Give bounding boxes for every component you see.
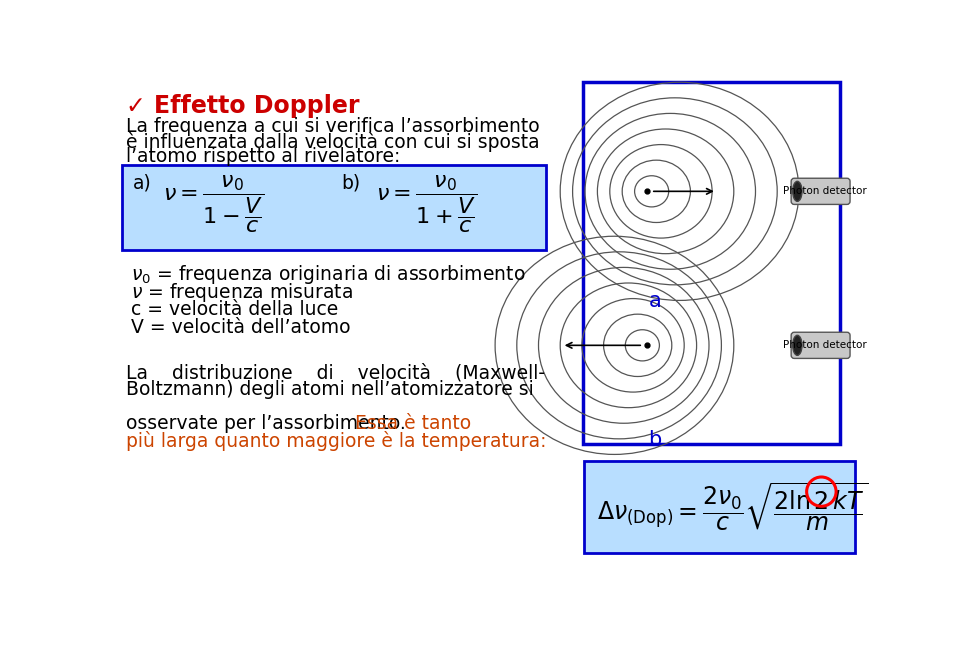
FancyBboxPatch shape	[583, 82, 840, 444]
Text: $\nu_0$ = frequenza originaria di assorbimento: $\nu_0$ = frequenza originaria di assorb…	[131, 263, 525, 286]
Text: l’atomo rispetto al rivelatore:: l’atomo rispetto al rivelatore:	[126, 147, 400, 167]
Text: V = velocità dell’atomo: V = velocità dell’atomo	[131, 318, 350, 337]
Text: più larga quanto maggiore è la temperatura:: più larga quanto maggiore è la temperatu…	[126, 431, 546, 451]
Text: c = velocità della luce: c = velocità della luce	[131, 300, 338, 319]
Ellipse shape	[793, 335, 802, 355]
Text: $\nu = \dfrac{\nu_0}{1 - \dfrac{V}{c}}$: $\nu = \dfrac{\nu_0}{1 - \dfrac{V}{c}}$	[162, 173, 264, 235]
Text: b): b)	[341, 173, 360, 193]
Text: La    distribuzione    di    velocità    (Maxwell-: La distribuzione di velocità (Maxwell-	[126, 363, 545, 382]
Text: a: a	[648, 291, 661, 311]
Text: $\nu$ = frequenza misurata: $\nu$ = frequenza misurata	[131, 282, 352, 304]
Text: Photon detector: Photon detector	[782, 341, 866, 351]
Text: Boltzmann) degli atomi nell’atomizzatore si: Boltzmann) degli atomi nell’atomizzatore…	[126, 380, 534, 399]
Text: Photon detector: Photon detector	[782, 187, 866, 197]
Text: è influenzata dalla velocità con cui si sposta: è influenzata dalla velocità con cui si …	[126, 132, 540, 152]
Text: ✓ Effetto Doppler: ✓ Effetto Doppler	[126, 94, 360, 118]
FancyBboxPatch shape	[791, 178, 850, 205]
FancyBboxPatch shape	[585, 461, 855, 553]
Text: Essa è tanto: Essa è tanto	[348, 414, 470, 433]
Text: $\nu = \dfrac{\nu_0}{1 + \dfrac{V}{c}}$: $\nu = \dfrac{\nu_0}{1 + \dfrac{V}{c}}$	[375, 173, 477, 235]
FancyBboxPatch shape	[122, 165, 546, 250]
Text: b: b	[648, 430, 661, 450]
Text: osservate per l’assorbimento.: osservate per l’assorbimento.	[126, 414, 406, 433]
FancyBboxPatch shape	[791, 332, 850, 359]
Text: La frequenza a cui si verifica l’assorbimento: La frequenza a cui si verifica l’assorbi…	[126, 117, 540, 135]
Text: $\Delta\nu_{\rm (Dop)} = \dfrac{2\nu_0}{c}\sqrt{\dfrac{2\ln 2\,kT}{m}}$: $\Delta\nu_{\rm (Dop)} = \dfrac{2\nu_0}{…	[596, 480, 869, 534]
Ellipse shape	[793, 181, 802, 201]
Text: a): a)	[132, 173, 151, 193]
